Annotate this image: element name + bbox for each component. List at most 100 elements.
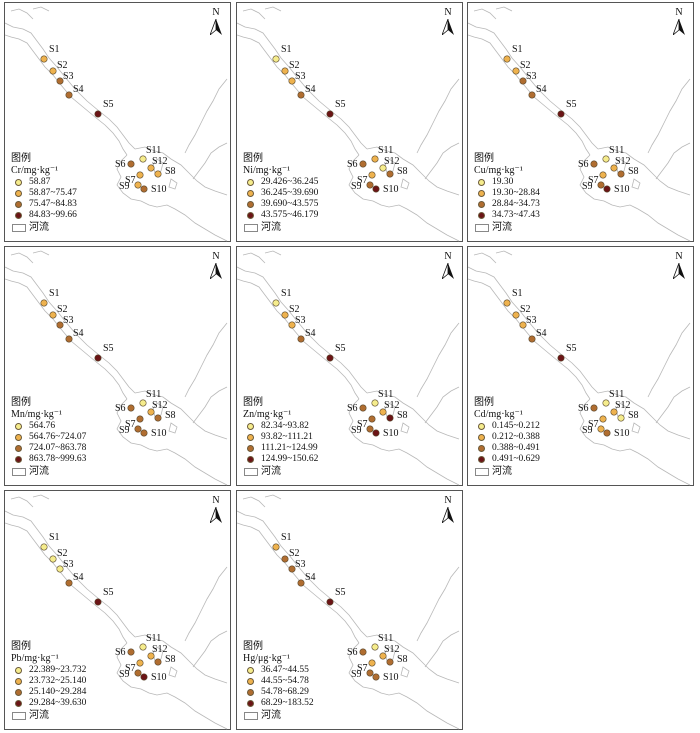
- site-label: S8: [165, 654, 176, 665]
- river-swatch: [475, 224, 489, 232]
- site-dot: [65, 335, 73, 343]
- legend-swatch: [15, 444, 22, 452]
- site-label: S6: [115, 647, 126, 658]
- river-outline: [10, 8, 34, 20]
- river-map: [5, 250, 228, 486]
- river-outline: [424, 630, 460, 668]
- site-label: S9: [351, 181, 362, 192]
- site-label: S7: [125, 175, 136, 186]
- site-dot: [272, 55, 280, 63]
- river-outline: [184, 566, 228, 642]
- legend-item-label: 564.76~724.07: [29, 432, 87, 442]
- river-outline: [468, 34, 591, 156]
- legend: 图例 Cu/mg·kg⁻¹ 19.30 19.30~28.84 28.84~34.73 3…: [474, 153, 624, 234]
- river-outline: [5, 278, 128, 400]
- legend-item: 75.47~84.83: [11, 199, 161, 210]
- site-dot: [154, 170, 162, 178]
- site-label: S3: [63, 315, 74, 326]
- legend-item: 29.284~39.630: [11, 698, 161, 709]
- site-label: S8: [628, 410, 639, 421]
- site-dot: [134, 669, 142, 677]
- site-label: S8: [397, 654, 408, 665]
- river-outline: [5, 510, 136, 638]
- map-panel: S1 S2 S3 S4 S5 S6 S7 S8 S9 S10 S11 S12 N 图例 Cd/mg·kg⁻¹…: [467, 246, 694, 486]
- site-label: S2: [520, 60, 531, 71]
- site-label: S4: [305, 572, 316, 583]
- legend: 图例 Ni/mg·kg⁻¹ 29.426~36.245 36.245~39.690 39…: [243, 153, 393, 234]
- site-label: S8: [628, 166, 639, 177]
- site-label: S1: [49, 44, 60, 55]
- north-label: N: [444, 495, 452, 506]
- site-dot: [603, 429, 611, 437]
- site-dot: [136, 659, 144, 667]
- legend-item-label: 58.87: [29, 177, 51, 187]
- site-label: S11: [146, 633, 162, 644]
- site-label: S12: [152, 156, 168, 167]
- site-dot: [372, 185, 380, 193]
- river-outline: [264, 494, 282, 500]
- site-label: S2: [57, 304, 68, 315]
- river-outline: [468, 278, 591, 400]
- site-dot: [359, 404, 367, 412]
- legend-title: 图例: [243, 153, 263, 164]
- legend-item: 0.212~0.388: [474, 432, 624, 443]
- legend-swatch: [247, 677, 254, 685]
- legend-river-label: 河流: [29, 222, 49, 233]
- river-outline: [116, 154, 228, 242]
- site-dot: [147, 164, 155, 172]
- legend-item-label: 84.83~99.66: [29, 210, 77, 220]
- legend-item-label: 111.21~124.99: [261, 443, 318, 453]
- river-swatch: [244, 712, 258, 720]
- legend-item: 58.87~75.47: [11, 188, 161, 199]
- legend-river-label: 河流: [261, 222, 281, 233]
- site-label: S3: [526, 71, 537, 82]
- site-dot: [617, 414, 625, 422]
- site-dot: [371, 155, 379, 163]
- legend-item-label: 29.426~36.245: [261, 177, 319, 187]
- site-label: S9: [351, 669, 362, 680]
- legend: 图例 Hg/μg·kg⁻¹ 36.47~44.55 44.55~54.78 54.78~…: [243, 641, 393, 722]
- site-label: S9: [582, 425, 593, 436]
- site-label: S5: [103, 99, 114, 110]
- site-label: S5: [335, 99, 346, 110]
- site-label: S12: [615, 400, 631, 411]
- site-label: S10: [383, 184, 399, 195]
- river-swatch: [12, 224, 26, 232]
- legend-swatch: [247, 699, 254, 707]
- river-outline: [32, 6, 50, 12]
- site-label: S4: [536, 84, 547, 95]
- legend-item: 111.21~124.99: [243, 443, 393, 454]
- legend-item: 564.76~724.07: [11, 432, 161, 443]
- legend-swatch: [15, 189, 22, 197]
- site-label: S9: [351, 425, 362, 436]
- site-dot: [65, 579, 73, 587]
- river-outline: [473, 8, 497, 20]
- site-label: S4: [73, 84, 84, 95]
- legend-item-label: 724.07~863.78: [29, 443, 87, 453]
- legend-swatch: [15, 178, 22, 186]
- site-dot: [602, 399, 610, 407]
- site-dot: [49, 67, 57, 75]
- legend-item: 28.84~34.73: [474, 199, 624, 210]
- legend-item-label: 0.491~0.629: [492, 454, 540, 464]
- site-dot: [326, 598, 334, 606]
- river-outline: [495, 250, 513, 256]
- north-arrow-icon: N: [208, 252, 224, 280]
- legend-river: 河流: [243, 466, 393, 478]
- legend-item: 54.78~68.29: [243, 687, 393, 698]
- north-label: N: [212, 251, 220, 262]
- legend-item-label: 75.47~84.83: [29, 199, 77, 209]
- legend-river: 河流: [243, 222, 393, 234]
- site-dot: [590, 404, 598, 412]
- map-panel: S1 S2 S3 S4 S5 S6 S7 S8 S9 S10 S11 S12 N 图例 Hg/μg·kg⁻¹…: [236, 490, 463, 730]
- site-dot: [140, 673, 148, 681]
- river-outline: [416, 566, 460, 642]
- legend-item-label: 863.78~999.63: [29, 454, 87, 464]
- river-outline: [366, 634, 460, 684]
- north-arrow-icon: N: [671, 8, 687, 36]
- legend-swatch: [15, 211, 22, 219]
- river-map: [237, 494, 460, 730]
- site-dot: [134, 425, 142, 433]
- site-label: S12: [384, 644, 400, 655]
- site-dot: [65, 91, 73, 99]
